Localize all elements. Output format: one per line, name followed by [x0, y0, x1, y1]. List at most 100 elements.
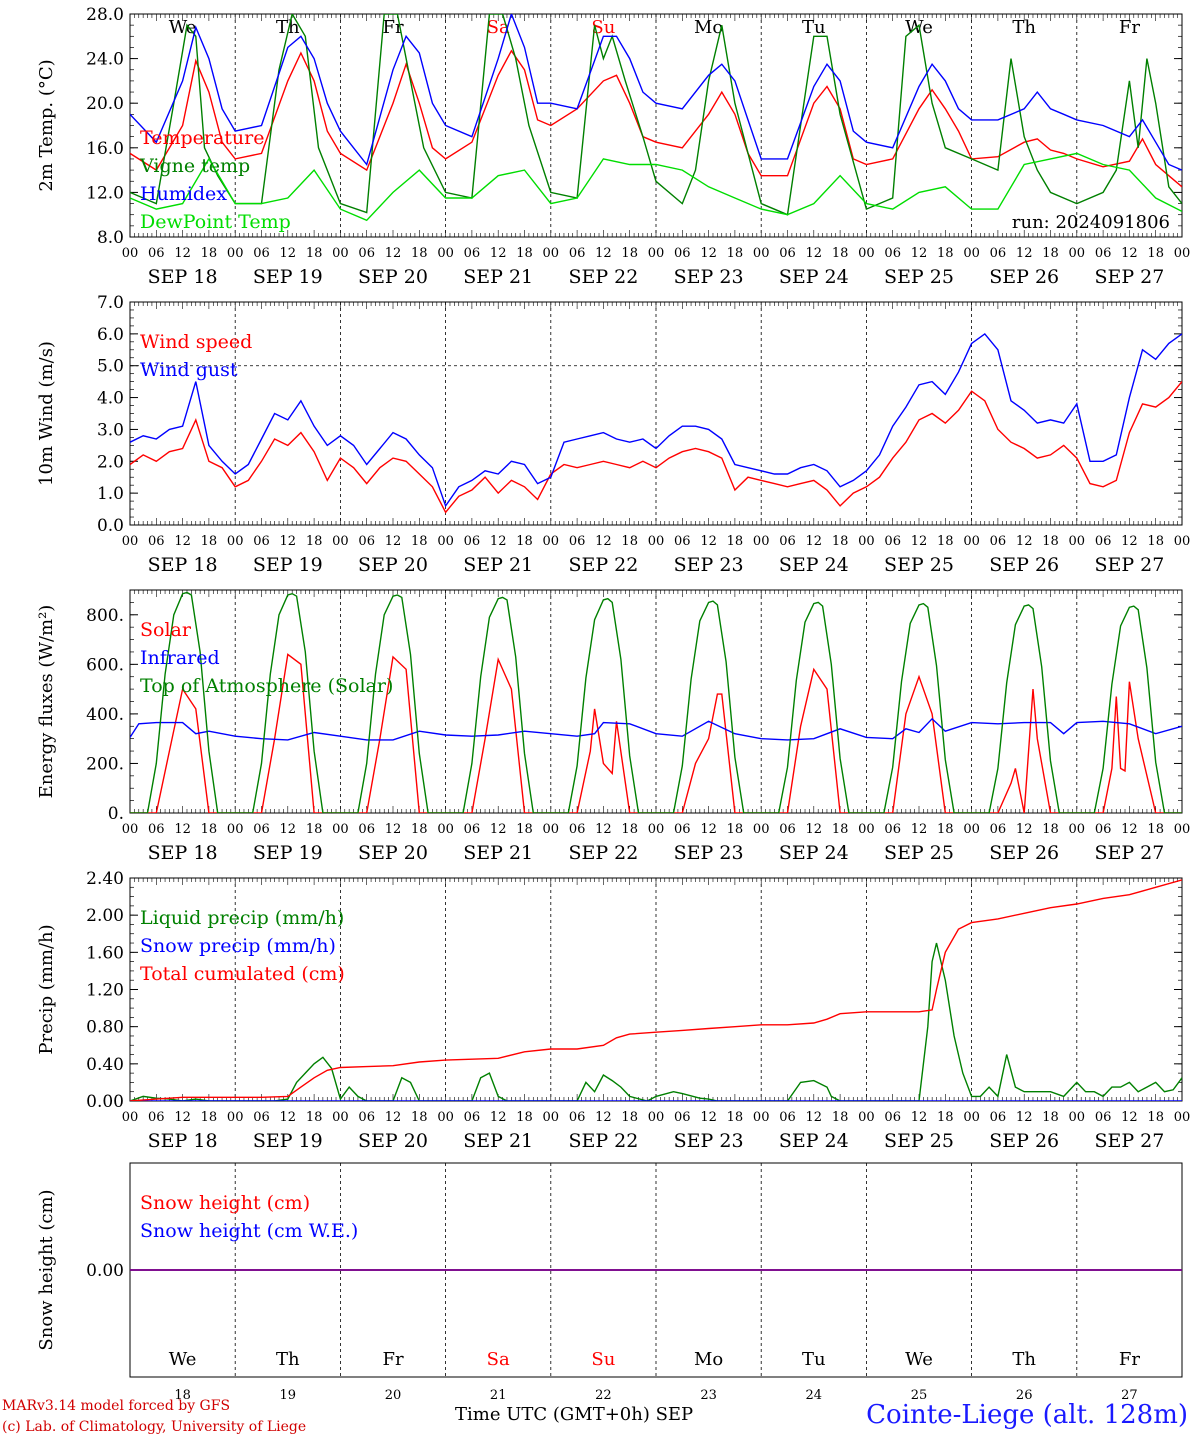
hour-tick-label: 00 — [543, 534, 560, 549]
hour-tick-label: 00 — [437, 1110, 454, 1125]
hour-tick-label: 06 — [358, 246, 375, 261]
hour-tick-label: 18 — [937, 534, 954, 549]
y-tick-label: 0.0 — [97, 516, 124, 536]
series-line — [130, 14, 1182, 216]
hour-tick-label: 18 — [201, 246, 218, 261]
legend-entry: Vigne temp — [139, 155, 250, 177]
hour-tick-label: 00 — [227, 1110, 244, 1125]
hour-tick-label: 06 — [674, 1110, 691, 1125]
day-abbr-label: We — [169, 1349, 197, 1370]
hour-tick-label: 18 — [832, 246, 849, 261]
hour-tick-label: 00 — [227, 822, 244, 837]
hour-tick-label: 06 — [779, 534, 796, 549]
hour-tick-label: 18 — [1147, 246, 1164, 261]
hour-tick-label: 00 — [753, 1110, 770, 1125]
y-tick-label: 2.00 — [86, 906, 124, 926]
day-number-label: 23 — [700, 1388, 717, 1403]
hour-tick-label: 18 — [832, 1110, 849, 1125]
hour-tick-label: 18 — [306, 1110, 323, 1125]
hour-tick-label: 12 — [385, 822, 402, 837]
day-number-label: 19 — [280, 1388, 297, 1403]
date-label: SEP 19 — [253, 842, 323, 864]
day-abbr-label: Fr — [1119, 1349, 1140, 1370]
day-abbr-label: Th — [276, 1349, 300, 1370]
y-tick-label: 0.00 — [86, 1261, 124, 1281]
date-label: SEP 20 — [358, 842, 428, 864]
hour-tick-label: 18 — [621, 534, 638, 549]
legend-entry: Snow precip (mm/h) — [140, 935, 336, 957]
hour-tick-label: 12 — [174, 1110, 191, 1125]
hour-tick-label: 00 — [332, 1110, 349, 1125]
hour-tick-label: 18 — [1147, 534, 1164, 549]
hour-tick-label: 18 — [727, 1110, 744, 1125]
y-tick-label: 1.60 — [86, 943, 124, 963]
hour-tick-label: 06 — [464, 246, 481, 261]
hour-tick-label: 12 — [280, 822, 297, 837]
hour-tick-label: 18 — [201, 822, 218, 837]
day-abbr-label: Sa — [487, 1349, 510, 1370]
day-abbr-label: Mo — [694, 17, 723, 38]
legend-entry: Snow height (cm W.E.) — [140, 1220, 358, 1242]
hour-tick-label: 06 — [884, 534, 901, 549]
day-abbr-label: We — [905, 1349, 933, 1370]
date-label: SEP 24 — [779, 1130, 849, 1152]
hour-tick-label: 12 — [700, 1110, 717, 1125]
legend-entry: Top of Atmosphere (Solar) — [140, 675, 393, 697]
hour-tick-label: 00 — [963, 246, 980, 261]
hour-tick-label: 00 — [1069, 534, 1086, 549]
panel-2: 0.0 1.0 2.0 3.0 4.0 5.0 6.0 7.0 10m Wind (m/s) 00… — [36, 293, 1190, 576]
hour-tick-label: 12 — [595, 822, 612, 837]
hour-tick-label: 00 — [858, 246, 875, 261]
hour-tick-label: 00 — [858, 534, 875, 549]
hour-tick-label: 12 — [1016, 822, 1033, 837]
hour-tick-label: 12 — [911, 822, 928, 837]
hour-tick-label: 00 — [543, 246, 560, 261]
hour-tick-label: 18 — [1042, 246, 1059, 261]
hour-tick-label: 18 — [1042, 534, 1059, 549]
model-credit: MARv3.14 model forced by GFS — [2, 1398, 231, 1414]
hour-tick-label: 06 — [253, 534, 270, 549]
hour-tick-label: 00 — [963, 1110, 980, 1125]
hour-tick-label: 18 — [832, 822, 849, 837]
date-label: SEP 23 — [674, 266, 744, 288]
plot-frame — [129, 589, 1183, 814]
hour-tick-label: 12 — [700, 246, 717, 261]
panel-1: 8.0 12.0 16.0 20.0 24.0 28.0 2m Temp. (°C) 00 06… — [36, 5, 1190, 288]
hour-tick-label: 00 — [648, 534, 665, 549]
date-label: SEP 18 — [148, 554, 218, 576]
hour-tick-label: 00 — [648, 822, 665, 837]
series-line — [130, 332, 1182, 508]
date-label: SEP 27 — [1094, 842, 1164, 864]
y-tick-label: 2.40 — [86, 869, 124, 889]
legend-entry: Total cumulated (cm) — [140, 963, 345, 985]
y-tick-label: 600. — [86, 655, 124, 675]
legend-entry: Temperature — [140, 127, 264, 149]
day-number-label: 24 — [806, 1388, 823, 1403]
hour-tick-label: 00 — [122, 534, 139, 549]
hour-tick-label: 06 — [884, 1110, 901, 1125]
hour-tick-label: 12 — [385, 1110, 402, 1125]
station-title: Cointe-Liege (alt. 128m) — [866, 1400, 1188, 1430]
series-line — [130, 879, 1182, 1101]
legend-entry: Wind speed — [140, 331, 252, 353]
y-tick-label: 20.0 — [86, 94, 124, 114]
y-tick-label: 16.0 — [86, 139, 124, 159]
hour-tick-label: 18 — [727, 246, 744, 261]
date-label: SEP 23 — [674, 554, 744, 576]
hour-tick-label: 18 — [306, 534, 323, 549]
day-number-label: 25 — [911, 1388, 928, 1403]
hour-tick-label: 06 — [358, 822, 375, 837]
date-label: SEP 26 — [989, 842, 1059, 864]
y-tick-label: 0.80 — [86, 1018, 124, 1038]
hour-tick-label: 00 — [122, 246, 139, 261]
day-abbr-label: Fr — [382, 1349, 403, 1370]
legend-entry: Snow height (cm) — [140, 1192, 310, 1214]
hour-tick-label: 00 — [648, 1110, 665, 1125]
date-label: SEP 24 — [779, 554, 849, 576]
legend-entry: Wind gust — [140, 359, 238, 381]
hour-tick-label: 06 — [884, 822, 901, 837]
hour-tick-label: 18 — [937, 246, 954, 261]
date-label: SEP 26 — [989, 266, 1059, 288]
hour-tick-label: 06 — [464, 822, 481, 837]
hour-tick-label: 06 — [148, 246, 165, 261]
